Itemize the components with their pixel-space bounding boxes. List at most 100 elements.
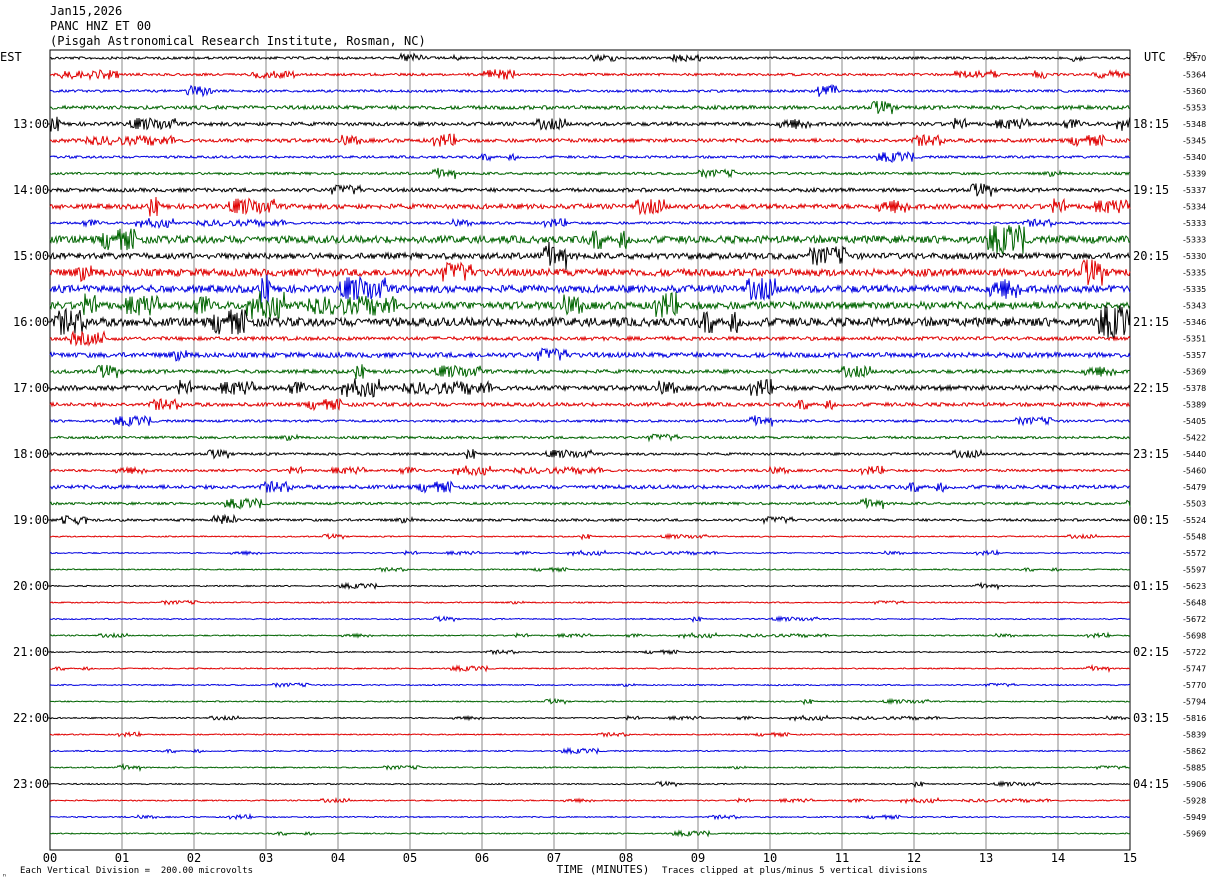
seismic-trace	[49, 663, 1130, 673]
est-hour-label: 14:00	[13, 183, 49, 197]
dc-value-label: -5360	[1183, 87, 1206, 96]
dc-value-label: -5422	[1183, 434, 1206, 443]
dc-value-label: -5348	[1183, 120, 1206, 129]
seismic-trace	[49, 364, 1131, 379]
est-hour-label: 20:00	[13, 579, 49, 593]
dc-value-label: -5648	[1183, 599, 1206, 608]
est-hour-label: 19:00	[13, 513, 49, 527]
est-hour-label: 16:00	[13, 315, 49, 329]
dc-value-label: -5623	[1183, 582, 1206, 591]
seismic-trace	[49, 305, 1131, 340]
clip-note: Traces clipped at plus/minus 5 vertical …	[662, 866, 928, 876]
est-hour-label: 15:00	[13, 249, 49, 263]
x-tick-label: 15	[1123, 851, 1137, 865]
seismic-trace	[49, 116, 1131, 132]
utc-axis-label: UTC	[1144, 50, 1166, 64]
dc-value-label: -5839	[1183, 731, 1206, 740]
dc-value-label: -5747	[1183, 665, 1206, 674]
est-axis-label: EST	[0, 50, 22, 64]
utc-hour-label: 20:15	[1133, 249, 1169, 263]
x-tick-label: 04	[331, 851, 345, 865]
dc-value-label: -5333	[1183, 219, 1206, 228]
dc-value-label: -5885	[1183, 764, 1206, 773]
x-tick-label: 03	[259, 851, 273, 865]
seismic-trace	[49, 780, 1131, 789]
est-hour-label: 17:00	[13, 381, 49, 395]
seismic-trace	[49, 330, 1131, 347]
dc-value-label: -5378	[1183, 384, 1206, 393]
seismic-trace	[49, 730, 1131, 738]
dc-value-label: -5479	[1183, 483, 1206, 492]
utc-hour-label: 21:15	[1133, 315, 1169, 329]
dc-value-label: -5949	[1183, 813, 1206, 822]
dc-value-label: -5364	[1183, 71, 1206, 80]
seismic-trace	[49, 150, 1131, 163]
dc-value-label: -5794	[1183, 698, 1206, 707]
seismic-trace	[49, 829, 1131, 838]
dc-value-label: -5524	[1183, 516, 1206, 525]
seismic-trace	[49, 274, 1131, 304]
seismic-trace	[49, 196, 1131, 217]
seismic-trace	[49, 497, 1131, 510]
seismic-trace	[49, 599, 1131, 606]
seismic-trace	[49, 682, 1130, 689]
utc-hour-label: 00:15	[1133, 513, 1169, 527]
dc-value-label: -5345	[1183, 137, 1206, 146]
seismic-trace	[49, 414, 1131, 427]
utc-hour-label: 02:15	[1133, 645, 1169, 659]
seismic-trace	[49, 378, 1131, 398]
utc-hour-label: 04:15	[1133, 777, 1169, 791]
dc-value-label: -5334	[1183, 203, 1206, 212]
x-tick-label: 07	[547, 851, 561, 865]
utc-hour-label: 19:15	[1133, 183, 1169, 197]
x-tick-label: 13	[979, 851, 993, 865]
seismic-trace	[49, 532, 1131, 541]
dc-value-label: -5369	[1183, 368, 1206, 377]
dc-value-label: -5389	[1183, 401, 1206, 410]
dc-value-label: -5330	[1183, 252, 1206, 261]
est-hour-label: 21:00	[13, 645, 49, 659]
grid	[48, 49, 1131, 851]
seismic-trace	[49, 397, 1130, 412]
seismic-trace	[49, 167, 1131, 180]
seismic-trace	[49, 347, 1131, 362]
dc-value-label: -5351	[1183, 335, 1206, 344]
seismic-trace	[49, 217, 1131, 229]
dc-value-label: -5440	[1183, 450, 1206, 459]
dc-value-label: -5672	[1183, 615, 1206, 624]
est-hour-label: 23:00	[13, 777, 49, 791]
seismic-trace	[49, 714, 1131, 722]
dc-value-label: -5337	[1183, 186, 1206, 195]
x-tick-label: 09	[691, 851, 705, 865]
seismic-trace	[49, 68, 1131, 81]
dc-value-label: -5370	[1183, 54, 1206, 63]
dc-value-label: -5346	[1183, 318, 1206, 327]
seismic-trace	[49, 100, 1131, 115]
seismic-trace	[49, 448, 1131, 460]
dc-value-label: -5862	[1183, 747, 1206, 756]
seismic-trace	[49, 52, 1131, 64]
seismic-trace	[49, 762, 1131, 772]
dc-value-label: -5698	[1183, 632, 1206, 641]
dc-value-label: -5333	[1183, 236, 1206, 245]
dc-value-label: -5572	[1183, 549, 1206, 558]
dc-value-label: -5339	[1183, 170, 1206, 179]
seismic-trace	[49, 291, 1131, 320]
seismic-trace	[49, 648, 1131, 656]
x-tick-label: 10	[763, 851, 777, 865]
dc-value-label: -5906	[1183, 780, 1206, 789]
utc-hour-label: 23:15	[1133, 447, 1169, 461]
dc-value-label: -5969	[1183, 830, 1206, 839]
x-tick-label: 14	[1051, 851, 1065, 865]
chart-date: Jan15,2026	[50, 4, 123, 18]
dc-value-label: -5722	[1183, 648, 1206, 657]
est-hour-label: 18:00	[13, 447, 49, 461]
dc-value-label: -5357	[1183, 351, 1206, 360]
utc-hour-label: 01:15	[1133, 579, 1169, 593]
dc-value-label: -5770	[1183, 681, 1206, 690]
est-hour-label: 13:00	[13, 117, 49, 131]
station-location: (Pisgah Astronomical Research Institute,…	[50, 34, 426, 48]
seismic-trace	[49, 513, 1131, 526]
dc-value-label: -5335	[1183, 269, 1206, 278]
